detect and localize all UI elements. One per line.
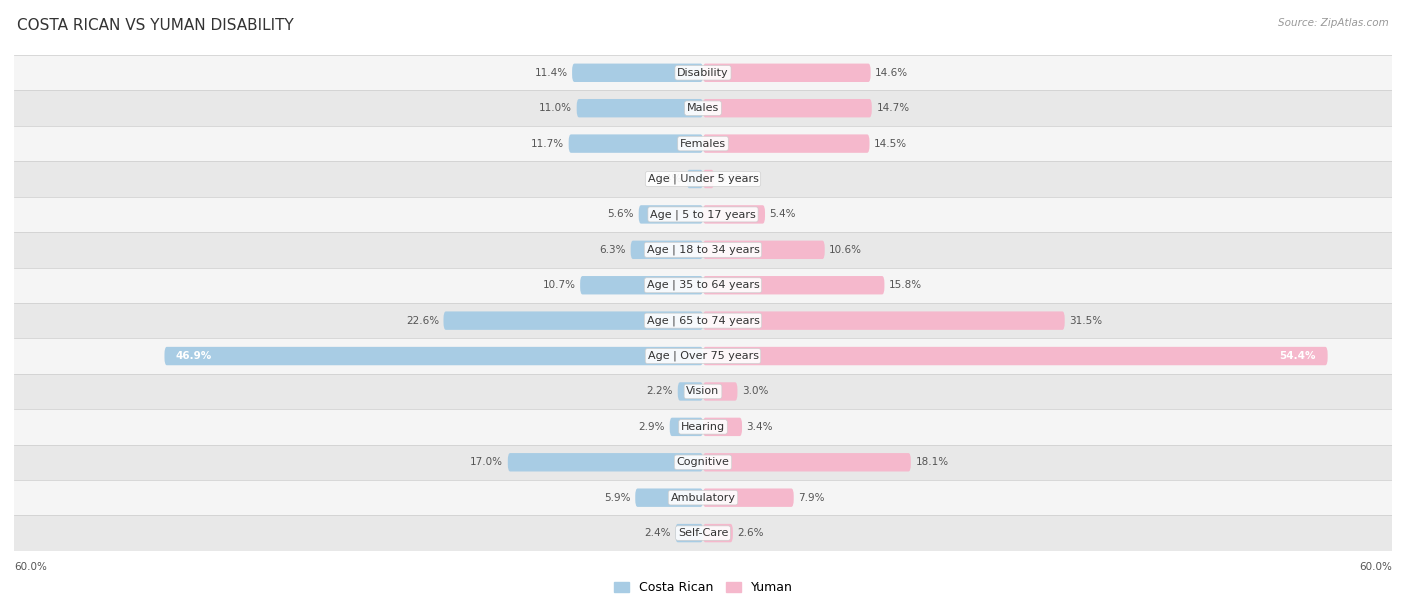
FancyBboxPatch shape	[703, 276, 884, 294]
Legend: Costa Rican, Yuman: Costa Rican, Yuman	[609, 576, 797, 599]
Text: 2.9%: 2.9%	[638, 422, 665, 432]
Text: 60.0%: 60.0%	[14, 562, 46, 572]
Text: 11.7%: 11.7%	[531, 138, 564, 149]
FancyBboxPatch shape	[669, 417, 703, 436]
Text: Females: Females	[681, 138, 725, 149]
Text: 2.4%: 2.4%	[644, 528, 671, 538]
FancyBboxPatch shape	[581, 276, 703, 294]
Bar	[14, 126, 1392, 162]
Text: Age | Over 75 years: Age | Over 75 years	[648, 351, 758, 361]
Text: 0.95%: 0.95%	[718, 174, 751, 184]
FancyBboxPatch shape	[703, 135, 869, 153]
FancyBboxPatch shape	[703, 170, 714, 188]
FancyBboxPatch shape	[703, 453, 911, 471]
Text: Cognitive: Cognitive	[676, 457, 730, 468]
Text: 1.4%: 1.4%	[655, 174, 682, 184]
FancyBboxPatch shape	[572, 64, 703, 82]
Text: 5.4%: 5.4%	[769, 209, 796, 220]
Text: 46.9%: 46.9%	[176, 351, 212, 361]
Text: 14.5%: 14.5%	[875, 138, 907, 149]
Bar	[14, 444, 1392, 480]
Bar	[14, 55, 1392, 91]
FancyBboxPatch shape	[703, 205, 765, 223]
FancyBboxPatch shape	[703, 347, 1327, 365]
Bar	[14, 91, 1392, 126]
Bar	[14, 409, 1392, 444]
FancyBboxPatch shape	[703, 417, 742, 436]
Text: COSTA RICAN VS YUMAN DISABILITY: COSTA RICAN VS YUMAN DISABILITY	[17, 18, 294, 34]
Text: Disability: Disability	[678, 68, 728, 78]
Bar	[14, 196, 1392, 232]
Text: Age | 18 to 34 years: Age | 18 to 34 years	[647, 245, 759, 255]
Text: 54.4%: 54.4%	[1279, 351, 1316, 361]
Bar	[14, 267, 1392, 303]
Text: 18.1%: 18.1%	[915, 457, 949, 468]
Text: 22.6%: 22.6%	[406, 316, 439, 326]
Text: Ambulatory: Ambulatory	[671, 493, 735, 502]
Text: 10.7%: 10.7%	[543, 280, 575, 290]
Text: 5.9%: 5.9%	[605, 493, 631, 502]
Text: 6.3%: 6.3%	[599, 245, 626, 255]
Text: 11.0%: 11.0%	[538, 103, 572, 113]
Text: Age | Under 5 years: Age | Under 5 years	[648, 174, 758, 184]
FancyBboxPatch shape	[703, 488, 794, 507]
Bar	[14, 162, 1392, 196]
Bar	[14, 232, 1392, 267]
FancyBboxPatch shape	[568, 135, 703, 153]
Text: 2.6%: 2.6%	[738, 528, 763, 538]
Text: 60.0%: 60.0%	[1360, 562, 1392, 572]
Text: Age | 5 to 17 years: Age | 5 to 17 years	[650, 209, 756, 220]
Text: 14.7%: 14.7%	[876, 103, 910, 113]
FancyBboxPatch shape	[703, 241, 825, 259]
FancyBboxPatch shape	[703, 99, 872, 118]
FancyBboxPatch shape	[576, 99, 703, 118]
Text: Self-Care: Self-Care	[678, 528, 728, 538]
Text: Age | 35 to 64 years: Age | 35 to 64 years	[647, 280, 759, 291]
FancyBboxPatch shape	[631, 241, 703, 259]
Text: 15.8%: 15.8%	[889, 280, 922, 290]
Bar	[14, 303, 1392, 338]
Text: Vision: Vision	[686, 386, 720, 397]
FancyBboxPatch shape	[703, 312, 1064, 330]
Text: 31.5%: 31.5%	[1070, 316, 1102, 326]
Text: 2.2%: 2.2%	[647, 386, 673, 397]
FancyBboxPatch shape	[675, 524, 703, 542]
Text: 3.4%: 3.4%	[747, 422, 773, 432]
Text: 11.4%: 11.4%	[534, 68, 568, 78]
FancyBboxPatch shape	[703, 64, 870, 82]
Bar	[14, 374, 1392, 409]
Text: 5.6%: 5.6%	[607, 209, 634, 220]
Text: 10.6%: 10.6%	[830, 245, 862, 255]
FancyBboxPatch shape	[636, 488, 703, 507]
FancyBboxPatch shape	[508, 453, 703, 471]
Text: Males: Males	[688, 103, 718, 113]
FancyBboxPatch shape	[638, 205, 703, 223]
Bar	[14, 480, 1392, 515]
Text: 3.0%: 3.0%	[742, 386, 769, 397]
FancyBboxPatch shape	[703, 524, 733, 542]
Text: Source: ZipAtlas.com: Source: ZipAtlas.com	[1278, 18, 1389, 28]
FancyBboxPatch shape	[165, 347, 703, 365]
Text: 14.6%: 14.6%	[875, 68, 908, 78]
FancyBboxPatch shape	[703, 382, 738, 401]
FancyBboxPatch shape	[443, 312, 703, 330]
Text: 7.9%: 7.9%	[799, 493, 825, 502]
Bar	[14, 338, 1392, 374]
Text: Age | 65 to 74 years: Age | 65 to 74 years	[647, 315, 759, 326]
Bar	[14, 515, 1392, 551]
Text: 17.0%: 17.0%	[470, 457, 503, 468]
Text: Hearing: Hearing	[681, 422, 725, 432]
FancyBboxPatch shape	[688, 170, 703, 188]
FancyBboxPatch shape	[678, 382, 703, 401]
